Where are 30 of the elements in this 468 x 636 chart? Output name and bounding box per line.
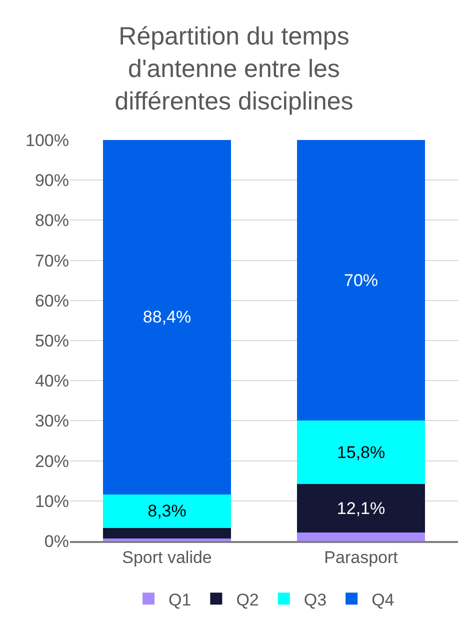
y-tick-label: 30% (34, 412, 69, 431)
x-tick-label: Parasport (324, 548, 398, 568)
y-tick-label: 20% (34, 452, 69, 471)
data-label: 70% (344, 270, 378, 290)
y-tick-label: 10% (34, 492, 69, 511)
y-tick-label: 0% (44, 532, 69, 551)
bar (102, 140, 232, 494)
chart-title: Répartition du temps d'antenne entre les différentes disciplines (114, 22, 354, 116)
legend-label: Q2 (236, 590, 259, 610)
data-label: 15,8% (336, 442, 386, 462)
y-tick-label: 90% (34, 171, 69, 190)
y-tick-label: 70% (34, 251, 69, 270)
data-label: 12,1% (336, 498, 386, 518)
data-label: 8,3% (148, 502, 186, 521)
bar (102, 528, 232, 539)
x-tick-label: Sport valide (122, 548, 212, 568)
data-label: 88,4% (142, 308, 192, 327)
y-tick-label: 100% (26, 130, 69, 150)
y-tick-label: 40% (34, 372, 69, 391)
bar (102, 494, 232, 528)
bar (296, 140, 426, 421)
bar (296, 532, 426, 541)
legend-label: Q1 (168, 590, 192, 610)
y-tick-label: 80% (34, 211, 69, 230)
y-tick-label: 50% (34, 331, 69, 350)
bar (296, 420, 426, 484)
bar (296, 484, 426, 533)
legend-label: Q4 (372, 590, 394, 610)
y-tick-label: 60% (34, 291, 69, 310)
legend-label: Q3 (304, 590, 327, 610)
